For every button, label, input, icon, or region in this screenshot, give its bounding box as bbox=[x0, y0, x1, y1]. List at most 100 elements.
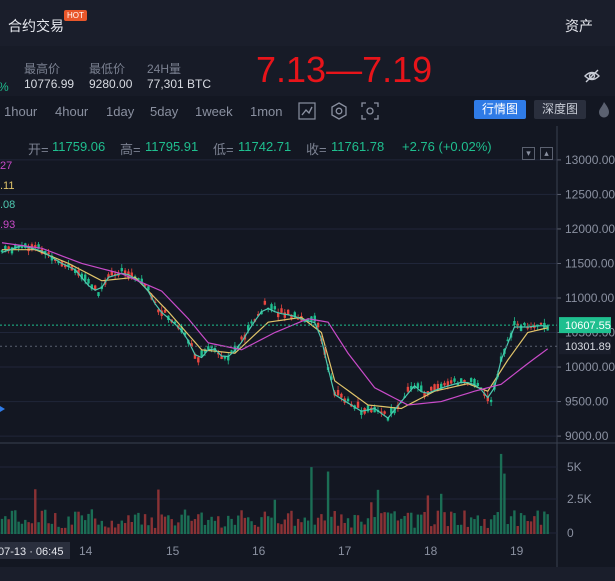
volume-bar bbox=[486, 527, 489, 534]
volume-bar bbox=[253, 524, 257, 534]
volume-bar bbox=[320, 514, 323, 534]
candle-body bbox=[110, 271, 113, 276]
candle-body bbox=[449, 380, 453, 384]
candle-body bbox=[47, 252, 50, 255]
candle-body bbox=[263, 300, 267, 305]
volume-bar bbox=[453, 513, 456, 534]
candle-body bbox=[27, 246, 30, 252]
candle-body bbox=[34, 244, 37, 248]
volume-bar bbox=[456, 524, 460, 534]
volume-bar bbox=[167, 515, 170, 534]
x-tick-label: 14 bbox=[79, 544, 93, 558]
volume-bar bbox=[516, 526, 519, 534]
candle-body bbox=[440, 383, 443, 390]
timeframe-1mon[interactable]: 1mon bbox=[250, 104, 283, 119]
volume-bar bbox=[430, 526, 433, 534]
y-tick-label: 13000.00 bbox=[565, 153, 615, 167]
assets-link[interactable]: 资产 bbox=[565, 18, 593, 34]
candle-body bbox=[197, 357, 200, 363]
volume-bar bbox=[283, 519, 287, 534]
minimize-icon[interactable]: ▾ bbox=[522, 147, 535, 160]
volume-bar bbox=[44, 509, 47, 534]
candle-body bbox=[489, 399, 493, 403]
price-change-fragment: % bbox=[0, 80, 9, 94]
y-tick-label: 9000.00 bbox=[565, 429, 609, 443]
volume-bar bbox=[326, 471, 330, 534]
ohlc-readout: 开= 11759.06 高= 11795.91 低= 11742.71 收= 1… bbox=[0, 139, 560, 157]
ma-long-line bbox=[1, 242, 549, 406]
candle-body bbox=[420, 385, 423, 392]
tab-candlestick-view[interactable]: 行情图 bbox=[474, 100, 526, 119]
volume-bar bbox=[509, 516, 513, 534]
volume-bar bbox=[54, 513, 57, 534]
volume-bar bbox=[187, 515, 190, 534]
volume-bar bbox=[213, 520, 217, 534]
eye-off-icon[interactable] bbox=[584, 68, 600, 84]
candle-body bbox=[143, 283, 147, 287]
volume-bar bbox=[57, 526, 60, 534]
price-chart[interactable]: 13000.00 12500.00 12000.00 11500.00 11000.00… bbox=[0, 126, 615, 567]
volume-bar bbox=[170, 519, 173, 534]
volume-bar bbox=[476, 515, 479, 534]
volume-bar bbox=[117, 523, 120, 534]
flame-icon[interactable] bbox=[598, 101, 610, 118]
volume-bar bbox=[526, 521, 529, 534]
volume-bar bbox=[406, 512, 410, 534]
line-chart-icon[interactable] bbox=[298, 102, 316, 120]
high-label: 最高价 bbox=[24, 62, 61, 76]
candle-body bbox=[180, 326, 183, 333]
volume-bar bbox=[353, 514, 356, 534]
volume-bar bbox=[489, 519, 493, 534]
volume-bar bbox=[273, 499, 277, 534]
candle-body bbox=[413, 385, 416, 389]
volume-bar bbox=[200, 512, 203, 534]
volume-bar bbox=[396, 520, 400, 534]
candle-body bbox=[223, 356, 227, 359]
candle-body bbox=[330, 376, 333, 380]
screenshot-icon[interactable] bbox=[361, 102, 379, 120]
volume-bar bbox=[443, 512, 446, 534]
volume-bar bbox=[459, 524, 463, 534]
volume-bar bbox=[237, 515, 240, 534]
indicator-icon[interactable] bbox=[330, 102, 348, 120]
y-tick-label: 12000.00 bbox=[565, 222, 615, 236]
crosshair-time-label: 07-13 · 06:45 bbox=[0, 546, 63, 558]
volume-bar bbox=[34, 489, 37, 534]
volume-bar bbox=[7, 519, 10, 534]
volume-bar bbox=[346, 518, 350, 534]
volume-bar bbox=[14, 510, 17, 534]
high-value-ohlc: 11795.91 bbox=[145, 139, 199, 154]
timeframe-1week[interactable]: 1week bbox=[195, 104, 233, 119]
timeframe-1day[interactable]: 1day bbox=[106, 104, 135, 119]
candle-body bbox=[303, 320, 306, 323]
candle-body bbox=[163, 309, 167, 313]
candle-body bbox=[306, 318, 310, 322]
timeframe-1hour[interactable]: 1hour bbox=[4, 104, 38, 119]
current-price-tag bbox=[559, 317, 611, 334]
candle-body bbox=[74, 269, 77, 273]
volume-bar bbox=[60, 527, 64, 534]
volume-bar bbox=[546, 514, 549, 534]
maximize-icon[interactable]: ▴ bbox=[540, 147, 553, 160]
volume-bar bbox=[47, 523, 50, 534]
volume-bar bbox=[77, 511, 80, 534]
candle-body bbox=[0, 250, 4, 253]
candle-body bbox=[286, 309, 290, 315]
volume-bar bbox=[466, 526, 470, 534]
candle-body bbox=[336, 389, 340, 396]
volume-bar bbox=[107, 527, 110, 534]
ma-label-3: .08 bbox=[0, 199, 16, 211]
candle-body bbox=[7, 246, 10, 252]
timeframe-4hour[interactable]: 4hour bbox=[55, 104, 89, 119]
volume-bar bbox=[313, 524, 316, 534]
volume-bar bbox=[210, 516, 213, 534]
hot-badge: HOT bbox=[64, 10, 87, 21]
volume-bar bbox=[440, 493, 443, 534]
timeframe-5day[interactable]: 5day bbox=[150, 104, 179, 119]
volume-bar bbox=[390, 513, 393, 534]
tab-depth-view[interactable]: 深度图 bbox=[534, 100, 586, 119]
candle-body bbox=[519, 325, 523, 332]
volume-bar bbox=[20, 523, 24, 534]
page-title: 合约交易 bbox=[8, 18, 64, 34]
volume-bar bbox=[180, 514, 183, 534]
